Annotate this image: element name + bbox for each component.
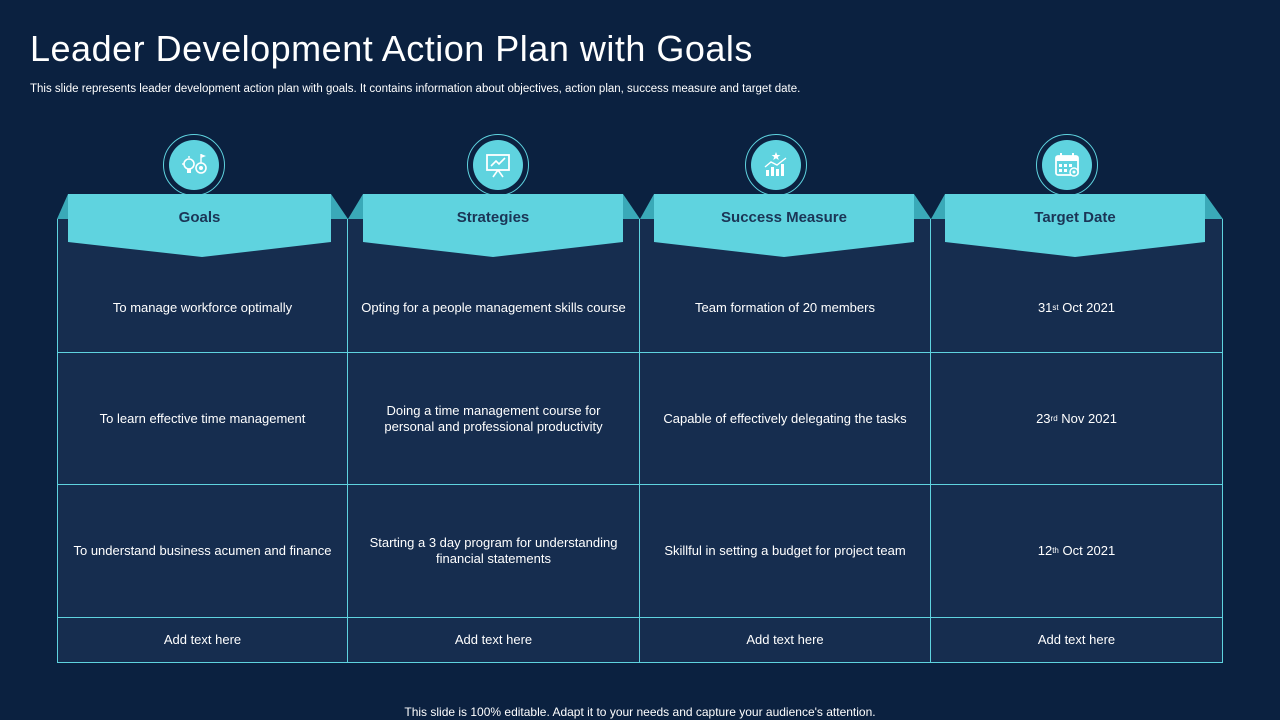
date-day: 31 bbox=[1037, 299, 1053, 315]
action-plan-table: To manage workforce optimally Opting for… bbox=[57, 219, 1223, 663]
target-date-icon-badge bbox=[1036, 134, 1098, 196]
goals-icon-badge bbox=[163, 134, 225, 196]
table-cell-strategy[interactable]: Opting for a people management skills co… bbox=[348, 219, 640, 353]
growth-chart-star-icon bbox=[764, 152, 787, 176]
presentation-board-icon bbox=[486, 154, 510, 178]
table-cell-strategy[interactable]: Starting a 3 day program for understandi… bbox=[348, 485, 640, 618]
placeholder-cell[interactable]: Add text here bbox=[931, 618, 1223, 663]
page-title: Leader Development Action Plan with Goal… bbox=[30, 28, 753, 69]
table-cell-measure[interactable]: Team formation of 20 members bbox=[640, 219, 931, 353]
date-day: 23 bbox=[1036, 410, 1051, 426]
page-subtitle: This slide represents leader development… bbox=[30, 83, 801, 95]
date-rest: Nov 2021 bbox=[1057, 410, 1117, 426]
idea-target-icon bbox=[182, 154, 207, 174]
success-measure-icon-badge bbox=[745, 134, 807, 196]
calendar-icon bbox=[1055, 153, 1079, 177]
date-rest: Oct 2021 bbox=[1058, 299, 1116, 315]
date-rest: Oct 2021 bbox=[1058, 543, 1116, 558]
table-cell-measure[interactable]: Skillful in setting a budget for project… bbox=[640, 485, 931, 618]
placeholder-cell[interactable]: Add text here bbox=[57, 618, 348, 663]
placeholder-cell[interactable]: Add text here bbox=[348, 618, 640, 663]
date-day: 12 bbox=[1037, 543, 1053, 558]
table-cell-goal[interactable]: To manage workforce optimally bbox=[57, 219, 348, 353]
placeholder-cell[interactable]: Add text here bbox=[640, 618, 931, 663]
strategies-icon-badge bbox=[467, 134, 529, 196]
table-cell-strategy[interactable]: Doing a time management course for perso… bbox=[348, 353, 640, 485]
table-cell-goal[interactable]: To learn effective time management bbox=[57, 353, 348, 485]
table-cell-measure[interactable]: Capable of effectively delegating the ta… bbox=[640, 353, 931, 485]
table-cell-goal[interactable]: To understand business acumen and financ… bbox=[57, 485, 348, 618]
footer-note: This slide is 100% editable. Adapt it to… bbox=[404, 705, 876, 719]
